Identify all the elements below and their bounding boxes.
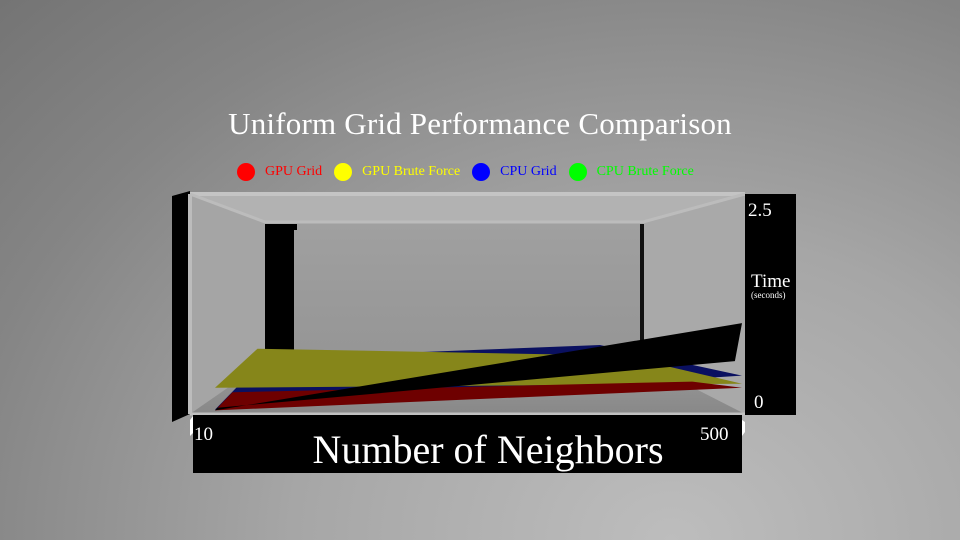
- legend-item: CPU Brute Force: [568, 163, 694, 181]
- frame-edge: [189, 192, 746, 224]
- surface-cpu-brute-force: [215, 323, 742, 411]
- legend-swatch: [472, 163, 491, 181]
- y-tick-label-min: 0: [754, 392, 764, 413]
- series-surfaces: [215, 323, 742, 411]
- legend-item: CPU Grid: [472, 163, 557, 181]
- back-pillar-left: [265, 224, 297, 362]
- y-axis-panel: [745, 194, 796, 415]
- x-tick-label-min: 10: [194, 424, 213, 445]
- x-tick-label-max: 500: [700, 424, 729, 445]
- legend-item: GPU Brute Force: [334, 163, 460, 181]
- legend: GPU Grid GPU Brute Force CPU Grid CPU Brute…: [237, 160, 706, 184]
- y-tick-label-max: 2.5: [748, 200, 772, 221]
- legend-swatch: [237, 163, 255, 181]
- left-panel: [172, 191, 190, 422]
- x-axis-panel-edge: [742, 420, 745, 436]
- legend-label: CPU Brute Force: [596, 164, 694, 179]
- surface-gpu-grid: [215, 381, 742, 411]
- left-wall: [190, 194, 265, 414]
- ceiling: [190, 194, 745, 222]
- y-axis-unit: (seconds): [751, 290, 786, 300]
- legend-label: CPU Grid: [500, 164, 557, 179]
- back-wall: [265, 222, 643, 362]
- legend-swatch: [568, 163, 587, 181]
- y-axis-label: Time: [751, 271, 790, 292]
- legend-label: GPU Brute Force: [362, 164, 461, 179]
- chart-title: Uniform Grid Performance Comparison: [228, 106, 732, 141]
- legend-label: GPU Grid: [265, 164, 323, 179]
- x-axis-panel: [193, 415, 742, 473]
- legend-item: GPU Grid: [237, 163, 322, 181]
- back-pillar-right: [640, 224, 644, 360]
- x-axis-label: Number of Neighbors: [312, 427, 663, 472]
- legend-swatch: [334, 163, 353, 181]
- x-axis-panel-edge: [190, 416, 193, 436]
